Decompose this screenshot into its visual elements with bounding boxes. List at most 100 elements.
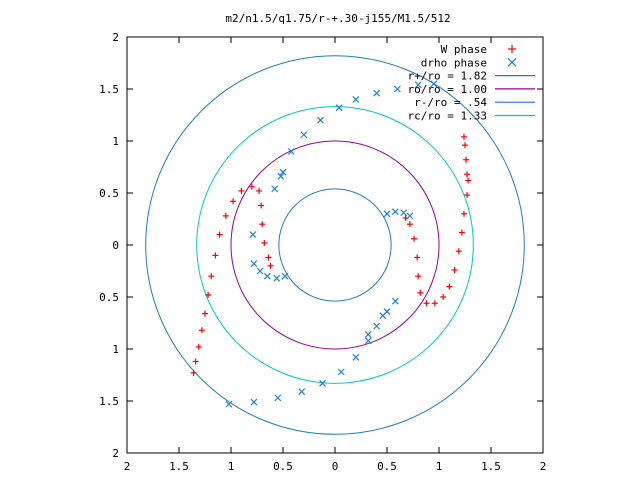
point-0-8 — [216, 231, 223, 238]
y-tick-label-7: 1.5 — [99, 83, 119, 96]
point-1-28 — [391, 208, 399, 216]
point-1-32 — [250, 260, 258, 268]
point-1-29 — [400, 209, 408, 217]
point-1-31 — [249, 231, 257, 239]
point-1-27 — [383, 210, 391, 218]
point-0-15 — [259, 221, 266, 228]
point-1-21 — [364, 337, 372, 345]
x-tick-label-0: 2 — [124, 460, 131, 473]
y-tick-label-8: 2 — [112, 31, 119, 44]
point-1-9 — [430, 80, 438, 88]
point-0-10 — [230, 198, 237, 205]
point-0-35 — [464, 171, 471, 178]
point-0-7 — [212, 252, 219, 259]
point-0-27 — [431, 300, 438, 307]
point-1-33 — [277, 172, 285, 180]
point-1-6 — [373, 89, 381, 97]
point-0-21 — [460, 210, 467, 217]
point-0-29 — [417, 289, 424, 296]
point-0-24 — [451, 266, 458, 273]
x-tick-label-7: 1.5 — [481, 460, 501, 473]
circle-3 — [196, 106, 474, 384]
point-0-4 — [202, 310, 208, 317]
y-tick-label-3: 0.5 — [99, 291, 119, 304]
point-1-14 — [225, 400, 233, 408]
legend-label-2: r+/ro = 1.82 — [408, 70, 487, 83]
point-0-0 — [190, 369, 197, 376]
point-1-0 — [279, 168, 287, 176]
point-1-17 — [298, 388, 306, 396]
point-1-3 — [317, 116, 324, 124]
x-tick-label-5: 0.5 — [377, 460, 397, 473]
point-1-1 — [287, 147, 295, 155]
point-1-34 — [271, 185, 279, 193]
point-0-3 — [198, 327, 205, 334]
circle-2 — [278, 188, 392, 302]
x-tick-label-1: 1.5 — [169, 460, 189, 473]
point-0-18 — [267, 262, 274, 269]
point-0-38 — [460, 133, 467, 140]
point-1-8 — [414, 81, 422, 89]
point-0-19 — [465, 177, 472, 184]
point-0-11 — [238, 187, 245, 194]
point-1-19 — [337, 368, 345, 376]
y-tick-label-2: 1 — [112, 343, 119, 356]
data-series — [190, 80, 472, 408]
point-0-28 — [423, 300, 430, 307]
point-0-36 — [463, 156, 470, 163]
point-0-31 — [414, 254, 421, 261]
point-1-7 — [393, 85, 401, 93]
reference-circles — [145, 55, 525, 435]
point-1-25 — [364, 331, 372, 338]
point-0-2 — [195, 343, 202, 350]
point-0-12 — [248, 183, 255, 190]
point-0-22 — [458, 229, 465, 236]
point-1-20 — [352, 353, 360, 361]
point-0-17 — [265, 254, 272, 261]
point-1-5 — [352, 95, 360, 103]
x-tick-label-8: 2 — [540, 460, 547, 473]
point-1-13 — [256, 267, 264, 275]
point-0-16 — [261, 239, 268, 246]
legend-label-5: rc/ro = 1.33 — [408, 110, 487, 123]
x-tick-label-4: 0 — [332, 460, 339, 473]
point-1-11 — [273, 274, 281, 282]
y-tick-label-6: 1 — [112, 135, 119, 148]
point-1-10 — [281, 272, 289, 280]
y-tick-label-0: 2 — [112, 447, 119, 460]
point-0-14 — [258, 202, 265, 209]
point-0-30 — [415, 273, 422, 280]
legend-label-4: r-/ro = .54 — [414, 96, 487, 109]
legend-swatch-0 — [508, 45, 516, 53]
y-tick-label-4: 0 — [112, 239, 119, 252]
legend-swatch-1 — [507, 57, 517, 67]
point-1-24 — [391, 297, 399, 305]
point-0-33 — [406, 221, 413, 228]
chart-title: m2/n1.5/q1.75/r-+.30-j155/M1.5/512 — [225, 12, 450, 25]
point-1-15 — [250, 398, 258, 406]
point-1-22 — [373, 322, 381, 330]
point-1-2 — [300, 131, 308, 139]
point-0-32 — [411, 235, 418, 242]
x-tick-label-3: 0.5 — [273, 460, 293, 473]
point-0-23 — [455, 248, 462, 255]
x-tick-label-2: 1 — [228, 460, 235, 473]
point-1-30 — [406, 212, 414, 220]
point-1-18 — [319, 379, 326, 387]
point-0-25 — [446, 283, 453, 290]
legend-label-0: W phase — [441, 43, 487, 56]
point-0-9 — [222, 212, 229, 219]
point-0-5 — [205, 291, 212, 298]
axis-ticks: 2 1.5 1 0.5 0 0.5 1 1.5 221.510.500.511.52 — [99, 31, 546, 473]
point-0-37 — [462, 142, 468, 149]
point-0-6 — [208, 273, 215, 280]
point-1-16 — [274, 394, 282, 402]
point-0-26 — [440, 294, 447, 300]
y-tick-label-1: 1.5 — [99, 395, 119, 408]
point-0-1 — [192, 358, 199, 365]
legend-label-3: ro/ro = 1.00 — [408, 83, 487, 96]
point-1-26 — [383, 308, 391, 315]
point-0-13 — [256, 187, 263, 194]
circle-0 — [145, 55, 525, 435]
